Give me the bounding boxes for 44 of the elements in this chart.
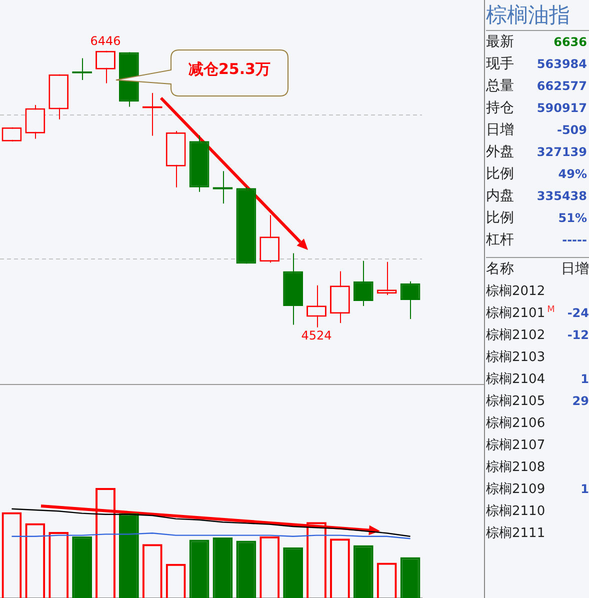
text: 335438	[536, 189, 587, 203]
text: 日增	[561, 260, 589, 278]
category-label: 比例	[486, 209, 514, 227]
annotation: 减仓25.3万	[187, 60, 272, 79]
category-label: 内盘	[486, 187, 514, 205]
category-label: 最新	[486, 33, 514, 51]
category-label: 棕榈2110	[486, 503, 546, 520]
category-label: 棕榈2103	[486, 349, 546, 366]
text: M	[547, 304, 555, 315]
text: 51%	[558, 211, 587, 225]
text: 563984	[536, 57, 587, 71]
category-label: 总量	[486, 77, 514, 95]
text: 590917	[536, 101, 587, 115]
category-label: 棕榈2111	[486, 525, 546, 542]
annotation: 4524	[301, 328, 332, 342]
text: 29	[572, 394, 589, 408]
category-label: 日增	[486, 121, 514, 139]
category-label: 棕榈2105	[486, 393, 546, 410]
category-label: 棕榈2108	[486, 459, 546, 476]
category-label: 外盘	[486, 143, 514, 161]
category-label: 杠杆	[486, 231, 514, 249]
category-label: 棕榈2107	[486, 437, 546, 454]
text: -509	[556, 123, 587, 137]
category-label: 持仓	[486, 99, 514, 117]
text: 1	[580, 372, 589, 386]
text: 327139	[536, 145, 587, 159]
text: 6636	[554, 35, 587, 49]
text: 662577	[536, 79, 587, 93]
text: 棕榈油指	[486, 0, 589, 31]
text: 名称	[486, 260, 514, 278]
annotation: 6446	[90, 34, 121, 48]
category-label: 比例	[486, 165, 514, 183]
category-label: 棕榈2106	[486, 415, 546, 432]
text: 1	[580, 482, 589, 496]
category-label: 棕榈2102	[486, 327, 546, 344]
category-label: 棕榈2012	[486, 283, 546, 300]
category-label: 棕榈2104	[486, 371, 546, 388]
text: 49%	[558, 167, 587, 181]
text: -12	[567, 328, 589, 342]
text: -24	[567, 306, 589, 320]
category-label: 棕榈2109	[486, 481, 546, 498]
category-label: 棕榈2101	[486, 306, 546, 321]
category-label: 现手	[486, 55, 514, 73]
text: -----	[562, 233, 587, 247]
